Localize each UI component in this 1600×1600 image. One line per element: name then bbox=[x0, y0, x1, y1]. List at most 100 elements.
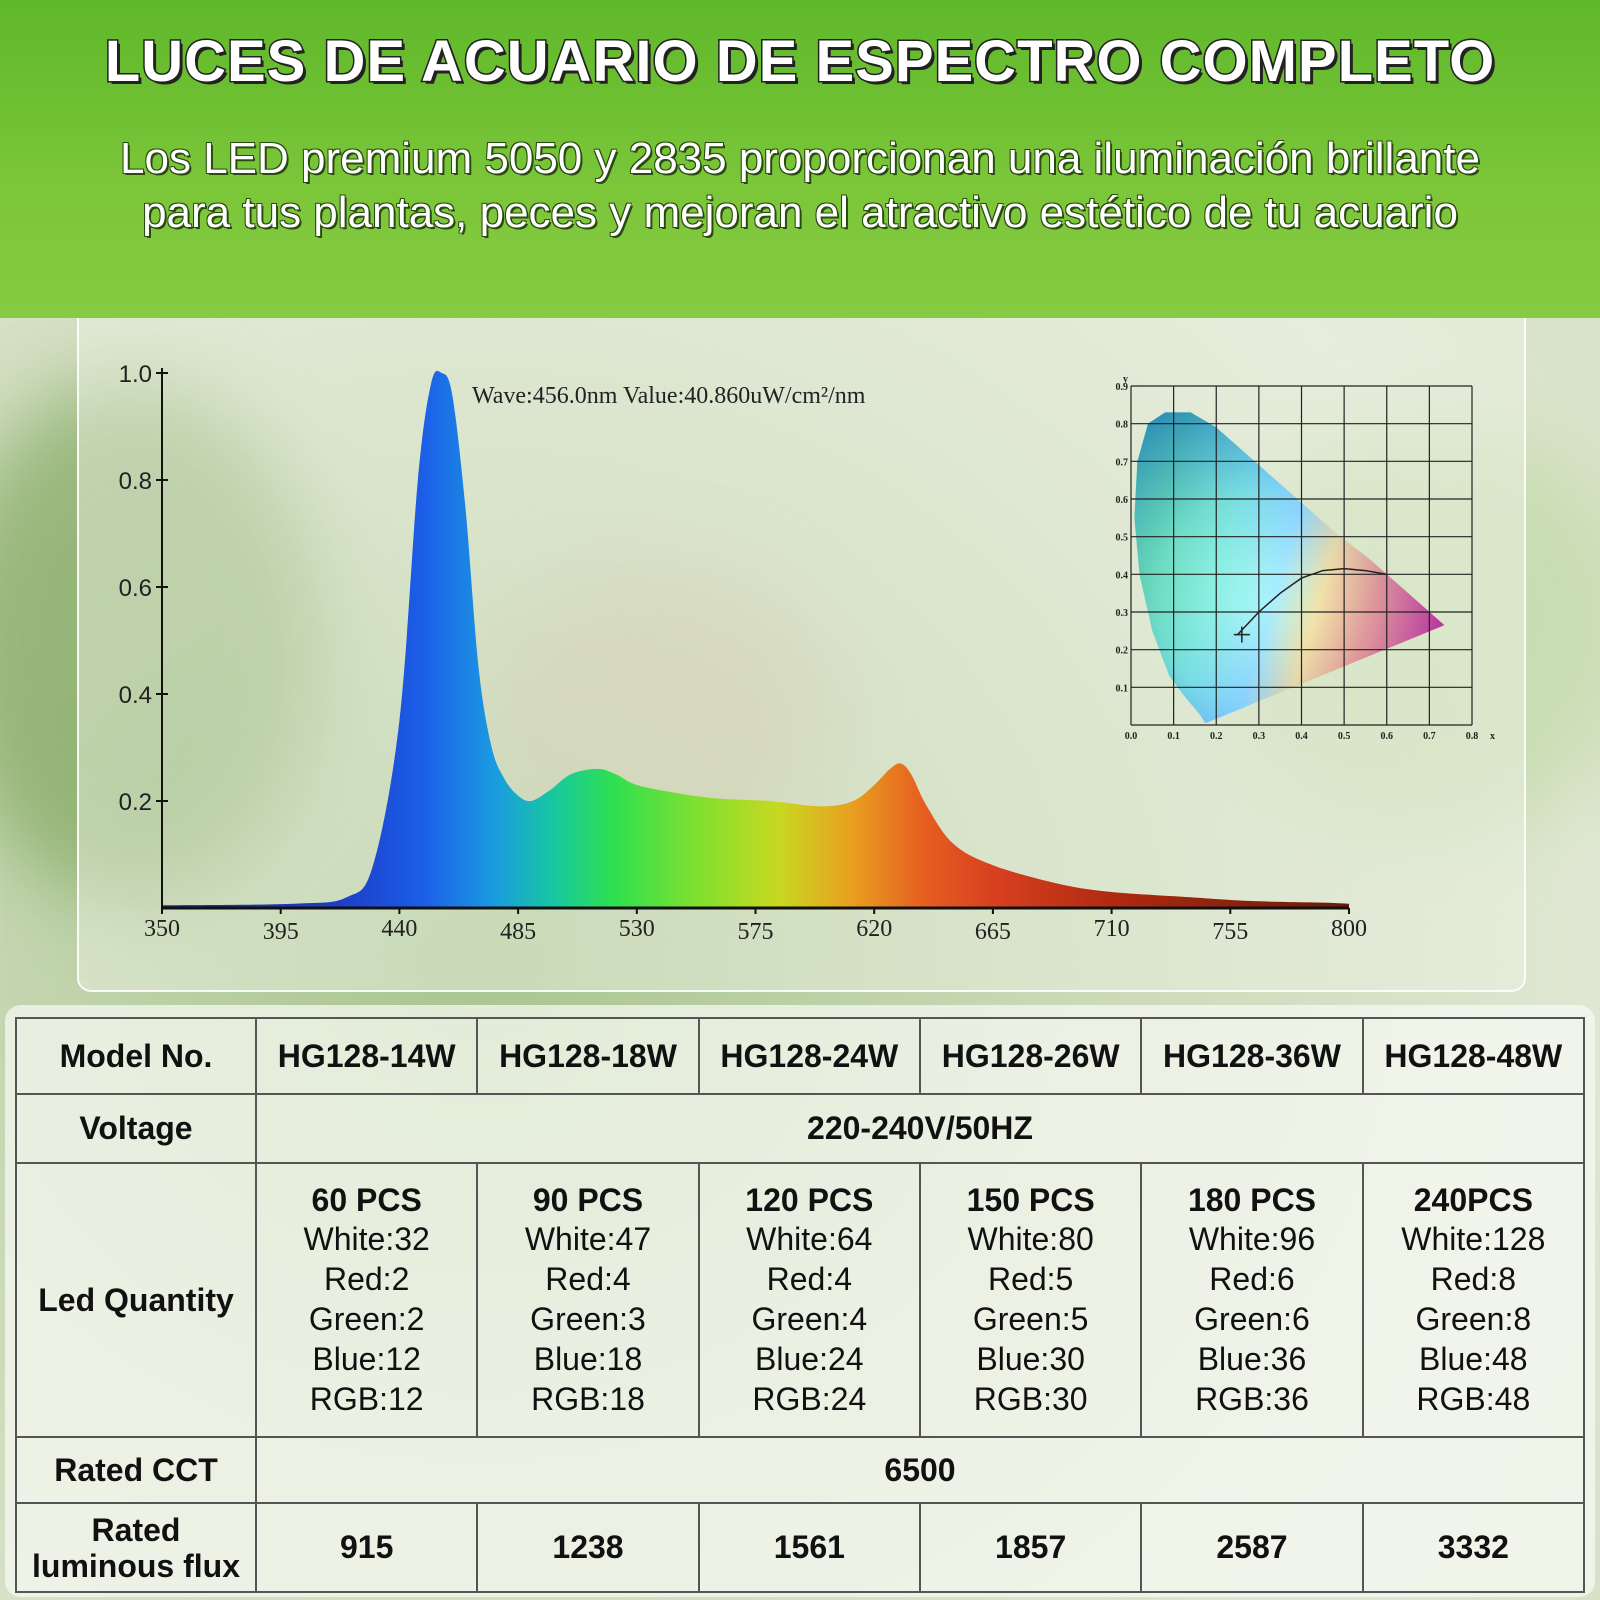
led-green: Green:6 bbox=[1194, 1300, 1310, 1337]
cie-x-tick-label: 0.5 bbox=[1338, 731, 1351, 742]
led-red: Red:2 bbox=[323, 1260, 410, 1297]
flux-cell: 3332 bbox=[1361, 1502, 1586, 1593]
led-red: Red:8 bbox=[1430, 1260, 1517, 1297]
x-tick-label: 530 bbox=[619, 916, 655, 942]
flux-label-line-1: Rated bbox=[91, 1511, 181, 1548]
led-red: Red:4 bbox=[766, 1260, 853, 1297]
cie-y-axis-label: y bbox=[1123, 374, 1128, 385]
cie-x-tick-label: 0.7 bbox=[1423, 731, 1436, 742]
background-blur bbox=[0, 380, 320, 900]
led-red: Red:6 bbox=[1209, 1260, 1295, 1297]
led-rgb: RGB:24 bbox=[752, 1380, 867, 1417]
led-cell: 90 PCS White:47 Red:4 Green:3 Blue:18 RG… bbox=[476, 1161, 700, 1439]
cie-x-tick-label: 0.2 bbox=[1210, 731, 1223, 742]
cie-y-tick-label: 0.5 bbox=[1116, 533, 1129, 544]
cie-x-tick-label: 0.3 bbox=[1253, 731, 1266, 742]
led-blue: Blue:48 bbox=[1419, 1340, 1528, 1377]
led-green: Green:2 bbox=[308, 1300, 425, 1337]
led-white: White:80 bbox=[967, 1220, 1094, 1257]
subtitle-line-2: para tus plantas, peces y mejoran el atr… bbox=[142, 188, 1458, 237]
led-rgb: RGB:18 bbox=[531, 1380, 645, 1417]
led-red: Red:5 bbox=[987, 1260, 1074, 1297]
spectrum-chart: 350 395 440 485 530 575 620 665 710 755 800 1.0 0.8 0… bbox=[119, 361, 1495, 945]
y-tick-label: 0.6 bbox=[119, 575, 152, 602]
model-cell: HG128-26W bbox=[918, 1016, 1143, 1096]
led-cell: 180 PCS White:96 Red:6 Green:6 Blue:36 R… bbox=[1140, 1161, 1364, 1439]
led-cell: 150 PCS White:80 Red:5 Green:5 Blue:30 R… bbox=[918, 1161, 1143, 1439]
table-row-cct: Rated CCT 6500 bbox=[15, 1436, 1585, 1505]
led-rgb: RGB:48 bbox=[1416, 1380, 1531, 1417]
model-cell: HG128-36W bbox=[1140, 1016, 1364, 1096]
cie-x-tick-label: 0.4 bbox=[1295, 731, 1308, 742]
flux-label-line-2: luminous flux bbox=[32, 1547, 240, 1584]
led-white: White:47 bbox=[524, 1220, 652, 1257]
led-cell: 120 PCS White:64 Red:4 Green:4 Blue:24 R… bbox=[697, 1161, 921, 1439]
chart-panel: 350 395 440 485 530 575 620 665 710 755 800 1.0 0.8 0… bbox=[77, 318, 1526, 992]
cie-y-tick-label: 0.3 bbox=[1116, 608, 1129, 619]
led-rgb: RGB:36 bbox=[1195, 1380, 1309, 1417]
cct-cell: 6500 bbox=[255, 1436, 1585, 1505]
voltage-cell: 220-240V/50HZ bbox=[255, 1093, 1585, 1164]
led-total: 150 PCS bbox=[966, 1181, 1095, 1218]
led-blue: Blue:24 bbox=[755, 1340, 864, 1377]
table-row-led-quantity: Led Quantity 60 PCS White:32 Red:2 Green… bbox=[15, 1161, 1586, 1439]
x-tick-label: 485 bbox=[500, 919, 536, 945]
led-cell: 60 PCS White:32 Red:2 Green:2 Blue:12 RG… bbox=[254, 1161, 479, 1439]
y-tick-label: 0.8 bbox=[119, 468, 152, 495]
x-tick-label: 350 bbox=[144, 916, 180, 942]
row-header-model: Model No. bbox=[15, 1016, 257, 1096]
led-white: White:128 bbox=[1401, 1220, 1546, 1257]
led-green: Green:4 bbox=[751, 1300, 868, 1337]
x-tick-label: 395 bbox=[263, 919, 299, 945]
y-tick-label: 0.4 bbox=[119, 682, 152, 709]
x-tick-label: 665 bbox=[975, 919, 1011, 945]
led-cell: 240PCS White:128 Red:8 Green:8 Blue:48 R… bbox=[1361, 1161, 1586, 1439]
x-tick-label: 620 bbox=[856, 916, 892, 942]
led-green: Green:8 bbox=[1415, 1300, 1532, 1337]
led-green: Green:3 bbox=[530, 1300, 646, 1337]
flux-cell: 2587 bbox=[1140, 1502, 1364, 1593]
cie-x-tick-label: 0.8 bbox=[1466, 731, 1479, 742]
cie-y-tick-label: 0.9 bbox=[1116, 382, 1129, 393]
x-tick-label: 440 bbox=[381, 916, 417, 942]
flux-cell: 915 bbox=[254, 1502, 479, 1593]
x-tick-label: 800 bbox=[1331, 916, 1367, 942]
spectrum-area bbox=[162, 370, 1349, 908]
led-blue: Blue:12 bbox=[312, 1340, 421, 1377]
table-row-voltage: Voltage 220-240V/50HZ bbox=[15, 1093, 1585, 1164]
led-blue: Blue:30 bbox=[976, 1340, 1085, 1377]
wave-annotation: Wave:456.0nm Value:40.860uW/cm²/nm bbox=[472, 383, 866, 409]
flux-cell: 1238 bbox=[476, 1502, 700, 1593]
led-total: 180 PCS bbox=[1187, 1181, 1317, 1218]
row-header-cct: Rated CCT bbox=[15, 1436, 257, 1505]
cie-x-tick-label: 0.6 bbox=[1381, 731, 1394, 742]
row-header-flux: Rated luminous flux bbox=[15, 1502, 257, 1593]
y-tick-label: 1.0 bbox=[119, 361, 152, 388]
led-red: Red:4 bbox=[545, 1260, 631, 1297]
cie-y-tick-label: 0.8 bbox=[1116, 420, 1129, 431]
led-green: Green:5 bbox=[972, 1300, 1089, 1337]
led-total: 90 PCS bbox=[532, 1181, 644, 1218]
led-white: White:64 bbox=[746, 1220, 873, 1257]
flux-cell: 1561 bbox=[697, 1502, 921, 1593]
page-subtitle: Los LED premium 5050 y 2835 proporcionan… bbox=[20, 132, 1580, 240]
cie-y-tick-label: 0.1 bbox=[1116, 683, 1129, 694]
flux-cell: 1857 bbox=[918, 1502, 1143, 1593]
led-white: White:96 bbox=[1188, 1220, 1316, 1257]
spec-table-panel: Model No. HG128-14W HG128-18W HG128-24W … bbox=[5, 1005, 1595, 1597]
led-blue: Blue:36 bbox=[1197, 1340, 1307, 1377]
cie-planckian-locus bbox=[1237, 567, 1387, 636]
model-cell: HG128-18W bbox=[476, 1016, 700, 1096]
cie-x-axis-label: x bbox=[1490, 731, 1495, 742]
table-row-flux: Rated luminous flux 915 1238 1561 1857 2… bbox=[15, 1502, 1586, 1593]
table-row-model: Model No. HG128-14W HG128-18W HG128-24W … bbox=[15, 1016, 1586, 1096]
row-header-voltage: Voltage bbox=[15, 1093, 257, 1164]
model-cell: HG128-48W bbox=[1361, 1016, 1586, 1096]
cie-x-tick-label: 0.1 bbox=[1167, 731, 1180, 742]
led-total: 120 PCS bbox=[745, 1181, 874, 1218]
spec-table: Model No. HG128-14W HG128-18W HG128-24W … bbox=[15, 1016, 1586, 1593]
subtitle-line-1: Los LED premium 5050 y 2835 proporcionan… bbox=[120, 134, 1480, 183]
led-rgb: RGB:12 bbox=[309, 1380, 424, 1417]
led-rgb: RGB:30 bbox=[973, 1380, 1088, 1417]
x-tick-label: 710 bbox=[1094, 916, 1130, 942]
